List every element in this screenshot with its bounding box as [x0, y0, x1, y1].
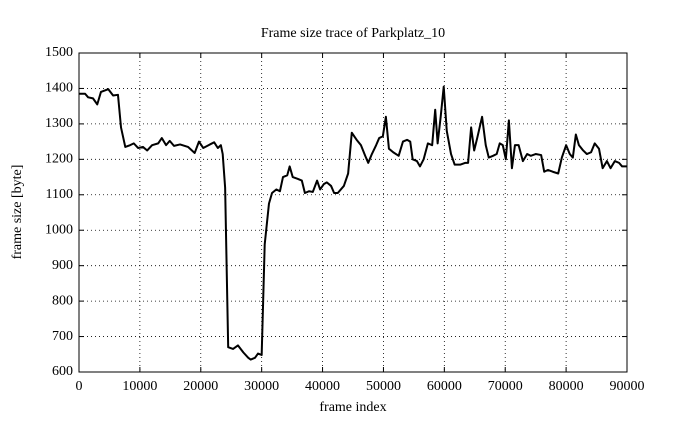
x-tick-label: 40000 [305, 379, 340, 394]
y-tick-label: 1500 [45, 45, 73, 60]
y-tick-label: 1100 [46, 187, 73, 202]
plot-frame [78, 52, 628, 373]
x-tick-label: 30000 [244, 379, 279, 394]
y-tick-label: 900 [52, 258, 73, 273]
x-tick-label: 60000 [427, 379, 462, 394]
x-tick-label: 10000 [122, 379, 157, 394]
x-tick-label: 20000 [183, 379, 218, 394]
y-tick-label: 1200 [45, 152, 73, 167]
y-tick-label: 800 [52, 293, 73, 308]
y-tick-label: 1300 [45, 116, 73, 131]
y-tick-label: 700 [52, 329, 73, 344]
y-tick-label: 1400 [45, 81, 73, 96]
y-tick-label: 1000 [45, 222, 73, 237]
y-tick-label: 600 [52, 364, 73, 379]
x-tick-label: 80000 [549, 379, 584, 394]
x-tick-label: 90000 [610, 379, 645, 394]
x-tick-label: 50000 [366, 379, 401, 394]
y-axis-label: frame size [byte] [10, 165, 25, 260]
x-axis-label: frame index [319, 400, 386, 415]
x-tick-label: 70000 [488, 379, 523, 394]
chart-title: Frame size trace of Parkplatz_10 [261, 26, 445, 41]
data-line [79, 85, 627, 361]
x-tick-label: 0 [76, 379, 83, 394]
